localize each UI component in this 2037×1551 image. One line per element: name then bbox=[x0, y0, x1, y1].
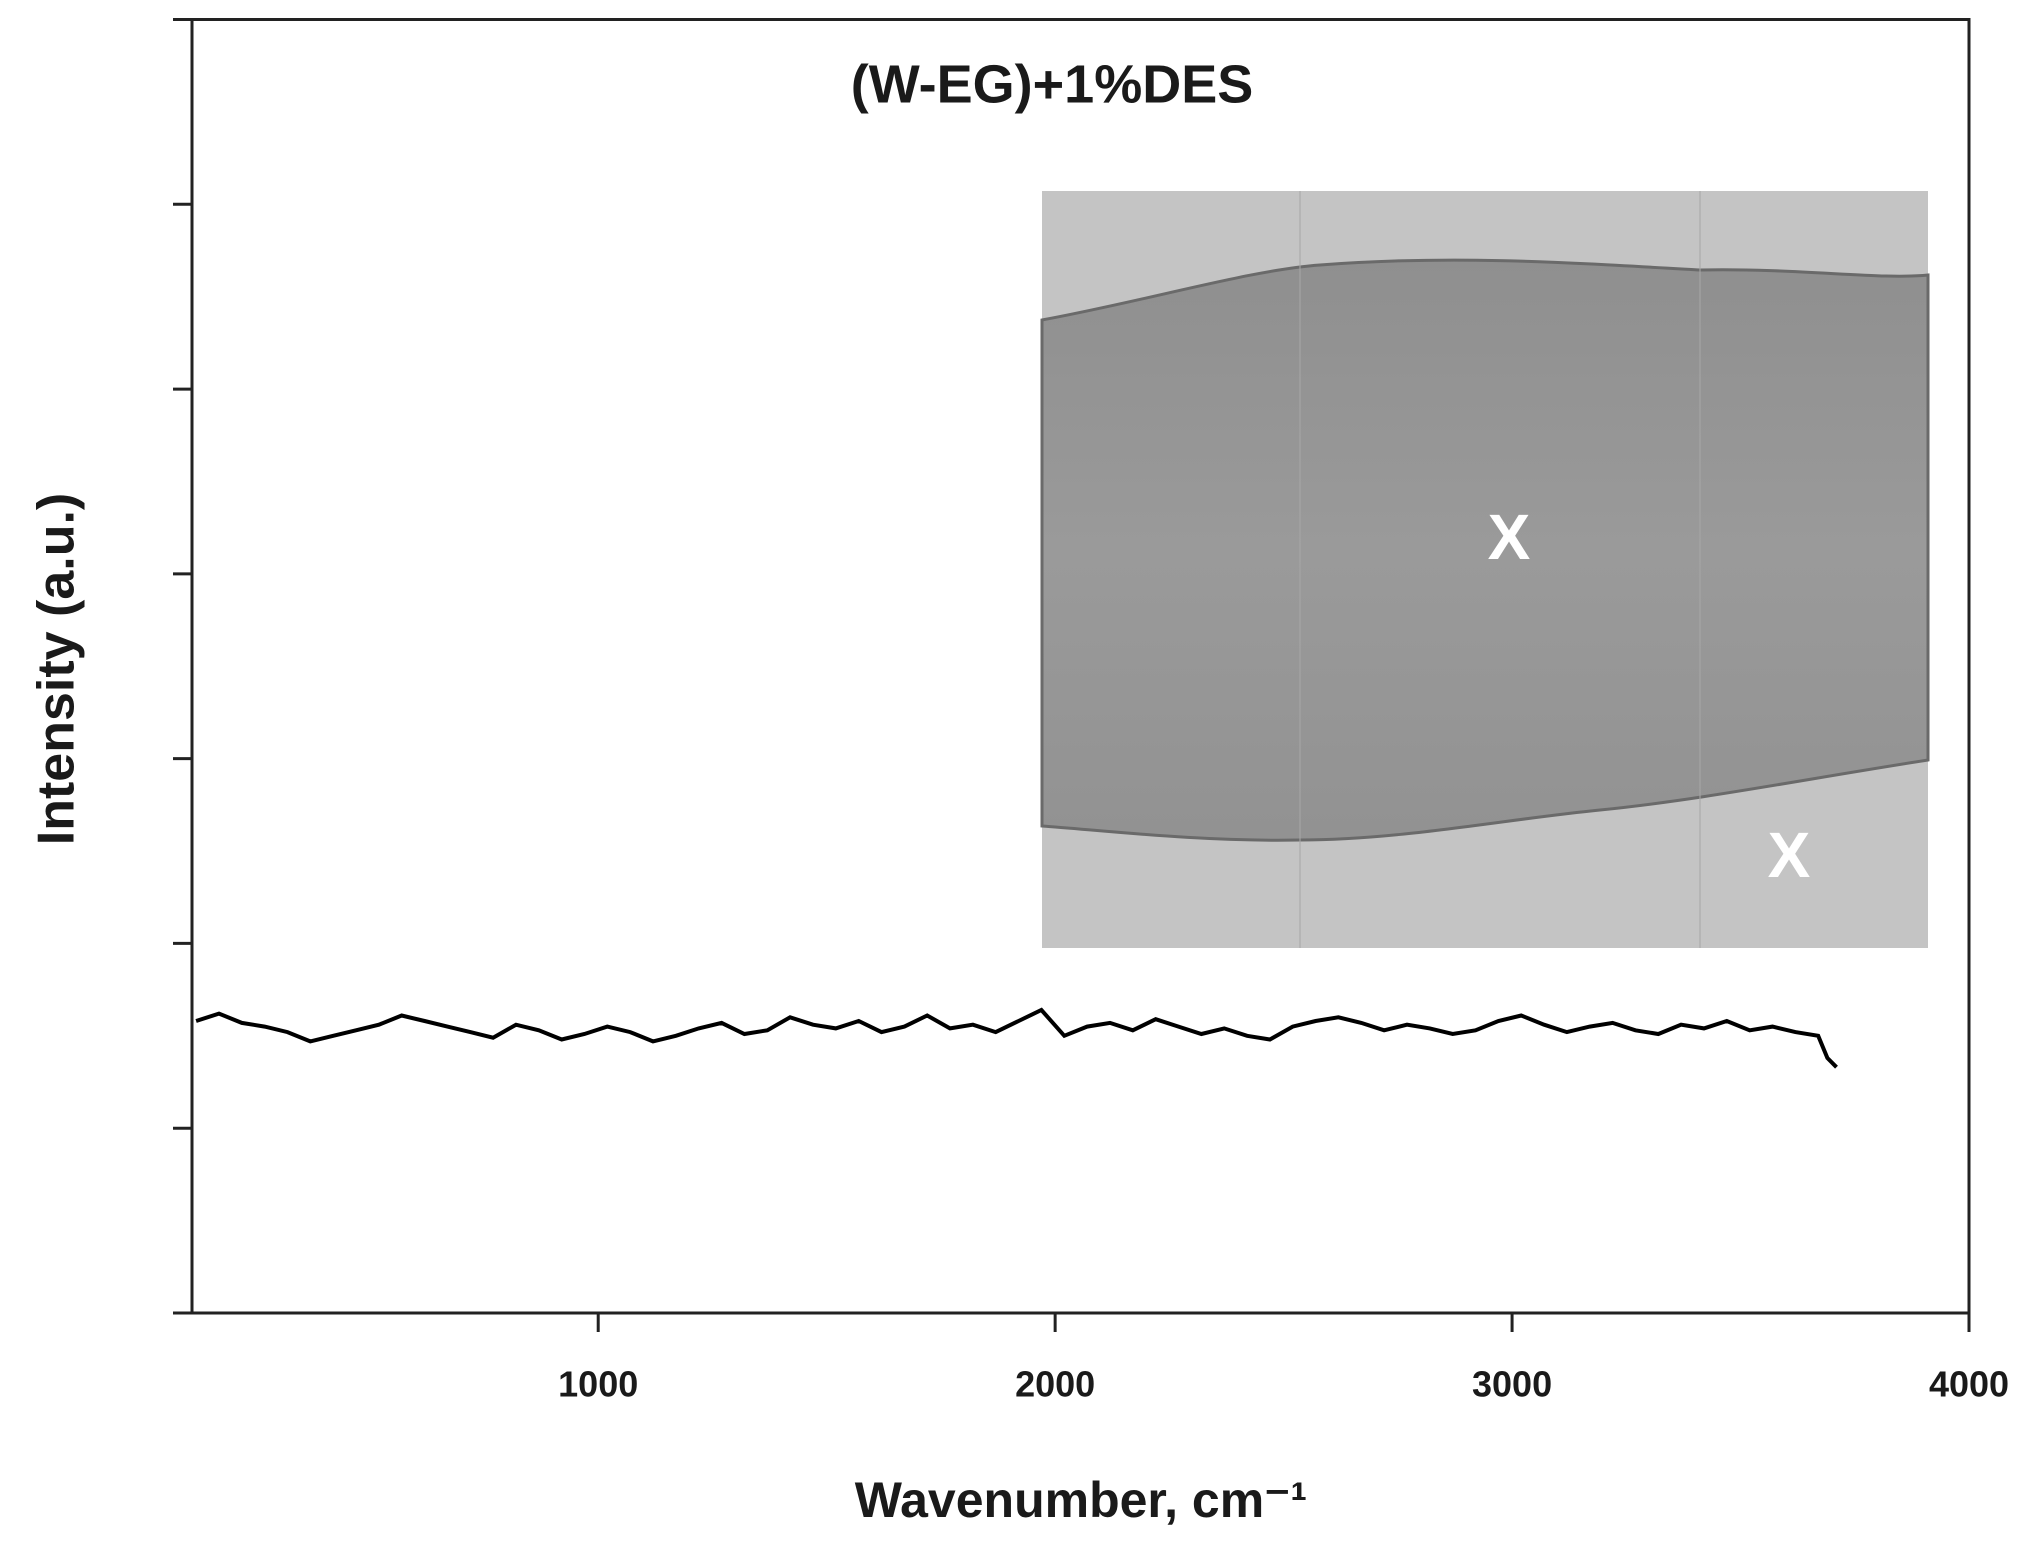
plot-frame bbox=[190, 18, 1971, 1315]
inset-marker: X bbox=[1488, 501, 1531, 573]
x-tick-label: 3000 bbox=[1472, 1364, 1552, 1405]
inset-image: X X bbox=[1040, 191, 1930, 948]
x-axis-label: Wavenumber, cm⁻¹ bbox=[855, 1472, 1307, 1528]
x-tick-label: 4000 bbox=[1929, 1364, 2009, 1405]
spectrum-line bbox=[195, 1007, 1838, 1069]
inset-track bbox=[1040, 258, 1930, 842]
y-axis-label: Intensity (a.u.) bbox=[28, 493, 86, 845]
x-tick-label: 2000 bbox=[1015, 1364, 1095, 1405]
x-tick-label: 1000 bbox=[558, 1364, 638, 1405]
inset-marker: X bbox=[1768, 819, 1811, 891]
chart-title: (W-EG)+1%DES bbox=[851, 54, 1253, 114]
